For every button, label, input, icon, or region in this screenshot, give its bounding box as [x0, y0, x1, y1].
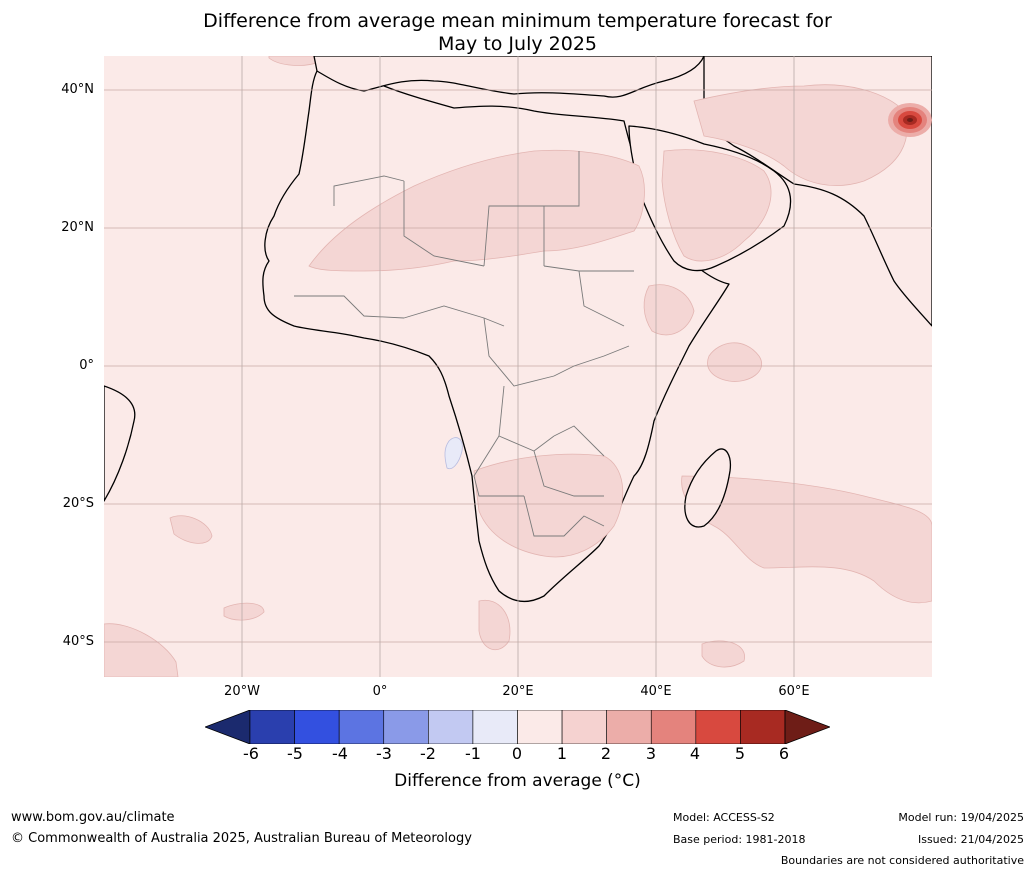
- colorbar-tick: 1: [556, 744, 568, 763]
- anomaly-patch-sahara: [308, 149, 645, 272]
- land-anomaly-patches: [308, 84, 908, 558]
- colorbar-extend-low: [205, 710, 251, 744]
- anomaly-patch-arabia: [661, 149, 772, 262]
- country-borders: [294, 151, 634, 537]
- website-link[interactable]: www.bom.gov.au/climate: [11, 810, 175, 825]
- colorbar-segment: [383, 710, 429, 744]
- colorbar: [205, 710, 830, 744]
- hotspot-anomaly: [888, 103, 932, 137]
- colorbar-segment: [428, 710, 474, 744]
- colorbar-tick: 2: [600, 744, 612, 763]
- model-name: Model: ACCESS-S2: [673, 811, 775, 824]
- colorbar-tick: 0: [511, 744, 523, 763]
- colorbar-label: Difference from average (°C): [394, 771, 641, 791]
- colorbar-tick: -4: [332, 744, 348, 763]
- europe-landmass: [313, 56, 705, 98]
- anomaly-patch-southern-africa: [473, 453, 624, 558]
- anomaly-patch-east-africa: [643, 284, 695, 336]
- colorbar-segment: [472, 710, 518, 744]
- colorbar-segment: [695, 710, 741, 744]
- colorbar-segment: [294, 710, 340, 744]
- lon-label-0: 0°: [372, 684, 388, 699]
- colorbar-segment: [517, 710, 563, 744]
- anomaly-patch-southern-indian: [681, 475, 932, 604]
- anomaly-patch-arabian-sea: [707, 342, 762, 382]
- lon-label-20e: 20°E: [502, 684, 534, 699]
- base-period: Base period: 1981-2018: [673, 833, 806, 846]
- boundaries-disclaimer: Boundaries are not considered authoritat…: [780, 854, 1024, 867]
- colorbar-segment: [249, 710, 295, 744]
- lat-label-20s: 20°S: [62, 496, 94, 511]
- title-line-1: Difference from average mean minimum tem…: [203, 10, 832, 32]
- lat-label-0: 0°: [79, 358, 94, 373]
- lon-label-60e: 60°E: [778, 684, 810, 699]
- lat-label-20n: 20°N: [61, 220, 94, 235]
- title-line-2: May to July 2025: [438, 33, 597, 55]
- colorbar-tick: 5: [734, 744, 746, 763]
- colorbar-extend-high: [784, 710, 830, 744]
- colorbar-segment: [650, 710, 697, 744]
- issued-date: Issued: 21/04/2025: [917, 833, 1024, 846]
- copyright-notice: © Commonwealth of Australia 2025, Austra…: [11, 831, 472, 846]
- colorbar-segment: [561, 710, 607, 744]
- lat-label-40s: 40°S: [62, 634, 94, 649]
- lat-label-40n: 40°N: [61, 82, 94, 97]
- anomaly-patch-middle-east: [693, 84, 908, 186]
- colorbar-tick: 3: [645, 744, 657, 763]
- colorbar-tick: -2: [420, 744, 436, 763]
- negative-anomaly-patch: [444, 437, 463, 470]
- colorbar-tick: -3: [376, 744, 392, 763]
- colorbar-tick: -5: [287, 744, 303, 763]
- anomaly-patch-southwest: [104, 623, 179, 677]
- colorbar-segment: [606, 710, 652, 744]
- colorbar-tick: 6: [778, 744, 790, 763]
- forecast-map: [104, 56, 932, 677]
- model-run-date: Model run: 19/04/2025: [898, 811, 1024, 824]
- anomaly-patch-south-atlantic-1: [169, 515, 213, 544]
- colorbar-tick: -6: [243, 744, 259, 763]
- graticule: [104, 56, 932, 677]
- anomaly-patch-south-ocean: [701, 640, 745, 668]
- anomaly-patch-south-atlantic-2: [223, 602, 265, 621]
- colorbar-segment: [338, 710, 385, 744]
- colorbar-tick: -1: [465, 744, 481, 763]
- lon-label-20w: 20°W: [224, 684, 260, 699]
- lon-label-40e: 40°E: [640, 684, 672, 699]
- map-title: Difference from average mean minimum tem…: [0, 10, 1035, 56]
- colorbar-tick: 4: [689, 744, 701, 763]
- colorbar-segment: [740, 710, 786, 744]
- south-america-tip: [104, 385, 136, 502]
- anomaly-patch-south-africa-sea: [478, 599, 511, 651]
- ocean-anomaly-patches: [104, 56, 932, 677]
- madagascar: [684, 448, 732, 528]
